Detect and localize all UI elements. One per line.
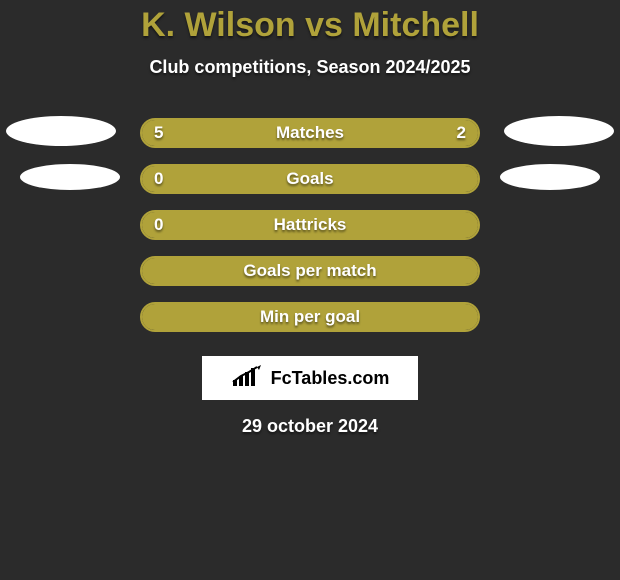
date-text: 29 october 2024 xyxy=(0,416,620,437)
fctables-logo: FcTables.com xyxy=(202,356,418,400)
stat-row: Hattricks 0 xyxy=(0,202,620,248)
stat-bar: Hattricks 0 xyxy=(140,210,480,240)
stat-row: Matches 5 2 xyxy=(0,110,620,156)
stat-value-left: 0 xyxy=(154,215,163,235)
stat-row: Goals 0 xyxy=(0,156,620,202)
player-right-ellipse xyxy=(500,164,600,190)
player-right-ellipse xyxy=(504,116,614,146)
stat-label: Min per goal xyxy=(260,307,360,327)
stat-value-right: 2 xyxy=(457,123,466,143)
stat-bar: Min per goal xyxy=(140,302,480,332)
page-title: K. Wilson vs Mitchell xyxy=(0,0,620,45)
comparison-rows: Matches 5 2 Goals 0 Hattricks 0 Goals per match… xyxy=(0,110,620,340)
bars-line-icon xyxy=(231,364,265,393)
stat-value-left: 5 xyxy=(154,123,163,143)
stat-bar: Goals per match xyxy=(140,256,480,286)
stat-row: Min per goal xyxy=(0,294,620,340)
player-left-ellipse xyxy=(20,164,120,190)
subtitle: Club competitions, Season 2024/2025 xyxy=(0,57,620,78)
logo-text: FcTables.com xyxy=(271,368,390,389)
stat-label: Goals per match xyxy=(243,261,376,281)
stat-row: Goals per match xyxy=(0,248,620,294)
stat-label: Matches xyxy=(276,123,344,143)
stat-bar: Matches 5 2 xyxy=(140,118,480,148)
player-left-ellipse xyxy=(6,116,116,146)
stat-label: Hattricks xyxy=(274,215,347,235)
stat-bar: Goals 0 xyxy=(140,164,480,194)
stat-label: Goals xyxy=(286,169,333,189)
stat-value-left: 0 xyxy=(154,169,163,189)
